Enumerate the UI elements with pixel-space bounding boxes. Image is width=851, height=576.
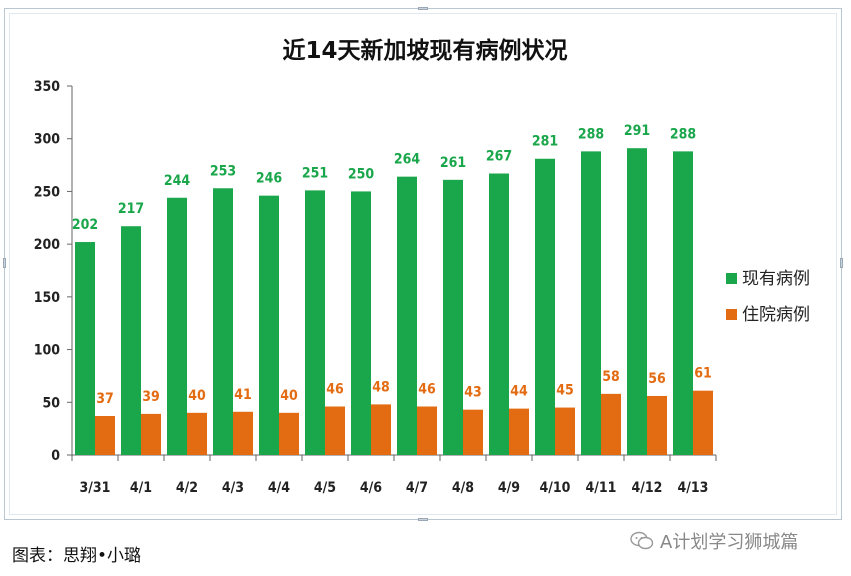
x-tick-label: 4/7: [406, 480, 428, 496]
x-tick-label: 4/8: [452, 480, 474, 496]
bar-current-cases: [167, 197, 187, 456]
data-label-hospitalized: 48: [372, 379, 390, 395]
data-label-hospitalized: 56: [648, 371, 666, 387]
data-label-current-cases: 246: [256, 171, 283, 187]
bar-chart: 近14天新加坡现有病例状况 0 50 100 150 200 250 300 350 3/31…: [34, 37, 810, 496]
resize-handle-left[interactable]: [3, 258, 6, 268]
data-label-current-cases: 202: [72, 217, 98, 233]
x-tick-label: 4/2: [176, 480, 198, 496]
bar-current-cases: [351, 191, 371, 455]
data-label-current-cases: 288: [670, 126, 696, 142]
y-tick-label: 300: [34, 132, 61, 148]
data-label-hospitalized: 45: [556, 383, 574, 399]
x-tick-label: 4/13: [678, 480, 709, 496]
data-label-current-cases: 261: [440, 155, 466, 171]
bar-current-cases: [75, 242, 95, 455]
bar-current-cases: [627, 148, 647, 455]
data-labels: 202 217 244 253 246 251 250 264 261 267 281 288 291 2…: [72, 123, 712, 407]
bar-hospitalized: [693, 390, 713, 455]
data-label-hospitalized: 44: [510, 384, 528, 400]
data-label-current-cases: 281: [532, 134, 558, 150]
bar-current-cases: [121, 226, 141, 455]
y-tick-label: 100: [34, 343, 61, 359]
data-label-hospitalized: 40: [188, 388, 206, 404]
bar-current-cases: [673, 151, 693, 455]
watermark-text: A计划学习狮城篇: [660, 532, 799, 553]
data-label-current-cases: 250: [348, 166, 375, 182]
data-label-current-cases: 244: [164, 173, 191, 189]
y-tick-label: 50: [42, 395, 60, 411]
bar-hospitalized: [463, 409, 483, 455]
y-axis: 0 50 100 150 200 250 300 350: [34, 79, 73, 464]
x-tick-label: 4/9: [498, 480, 520, 496]
bar-current-cases: [213, 188, 233, 455]
bar-current-cases: [489, 173, 509, 455]
x-tick-label: 4/4: [268, 480, 290, 496]
data-label-hospitalized: 37: [96, 391, 114, 407]
x-axis: 3/31 4/1 4/2 4/3 4/4 4/5 4/6 4/7 4/8 4/9 4/10 4/11 4…: [71, 454, 717, 496]
bar-hospitalized: [325, 406, 345, 455]
bar-hospitalized: [279, 412, 299, 455]
data-label-current-cases: 288: [578, 126, 604, 142]
bar-current-cases: [305, 190, 325, 456]
x-tick-label: 4/11: [586, 480, 617, 496]
y-tick-label: 250: [34, 184, 61, 200]
x-tick-label: 4/5: [314, 480, 336, 496]
bar-hospitalized: [233, 411, 253, 455]
figure-caption: 图表：思翔•小璐: [12, 546, 142, 566]
data-label-hospitalized: 40: [280, 388, 298, 404]
legend-swatch: [726, 273, 737, 284]
bar-hospitalized: [187, 412, 207, 455]
wechat-icon: [630, 531, 654, 550]
x-tick-label: 4/1: [130, 480, 152, 496]
data-label-current-cases: 251: [302, 165, 328, 181]
x-tick-label: 4/12: [632, 480, 663, 496]
bar-hospitalized: [555, 407, 575, 455]
data-label-hospitalized: 46: [418, 382, 436, 398]
bar-hospitalized: [509, 408, 529, 455]
watermark: A计划学习狮城篇: [630, 528, 798, 554]
data-label-current-cases: 267: [486, 149, 512, 165]
bar-hospitalized: [601, 393, 621, 455]
legend-label: 现有病例: [742, 269, 810, 289]
x-tick-label: 4/10: [540, 480, 571, 496]
chart-frame-inner: [9, 13, 837, 515]
y-tick-label: 350: [34, 79, 61, 95]
data-label-hospitalized: 46: [326, 382, 344, 398]
bar-hospitalized: [371, 404, 391, 455]
data-label-hospitalized: 43: [464, 385, 482, 401]
bar-hospitalized: [417, 406, 437, 455]
y-tick-label: 0: [51, 448, 60, 464]
bar-current-cases: [535, 158, 555, 455]
x-tick-label: 3/31: [80, 480, 111, 496]
bars: [75, 148, 713, 456]
bar-current-cases: [443, 179, 463, 455]
bar-current-cases: [397, 176, 417, 455]
bar-hospitalized: [647, 395, 667, 455]
chart-title: 近14天新加坡现有病例状况: [282, 37, 567, 64]
data-label-hospitalized: 61: [694, 366, 712, 382]
resize-handle-top[interactable]: [418, 7, 428, 10]
data-label-current-cases: 253: [210, 163, 236, 179]
x-tick-label: 4/6: [360, 480, 382, 496]
resize-handle-right[interactable]: [840, 258, 843, 268]
data-label-hospitalized: 58: [602, 369, 620, 385]
bar-current-cases: [581, 151, 601, 455]
data-label-hospitalized: 39: [142, 389, 160, 405]
bar-hospitalized: [141, 413, 161, 455]
resize-handle-bottom[interactable]: [418, 518, 428, 521]
data-label-current-cases: 217: [118, 201, 144, 217]
bar-hospitalized: [95, 415, 115, 455]
bar-current-cases: [259, 195, 279, 455]
y-tick-label: 150: [34, 290, 61, 306]
data-label-current-cases: 264: [394, 152, 421, 168]
legend-label: 住院病例: [742, 305, 810, 325]
y-tick-label: 200: [34, 237, 61, 253]
legend-swatch: [726, 309, 737, 320]
x-tick-label: 4/3: [222, 480, 244, 496]
data-label-hospitalized: 41: [234, 387, 252, 403]
data-label-current-cases: 291: [624, 123, 650, 139]
